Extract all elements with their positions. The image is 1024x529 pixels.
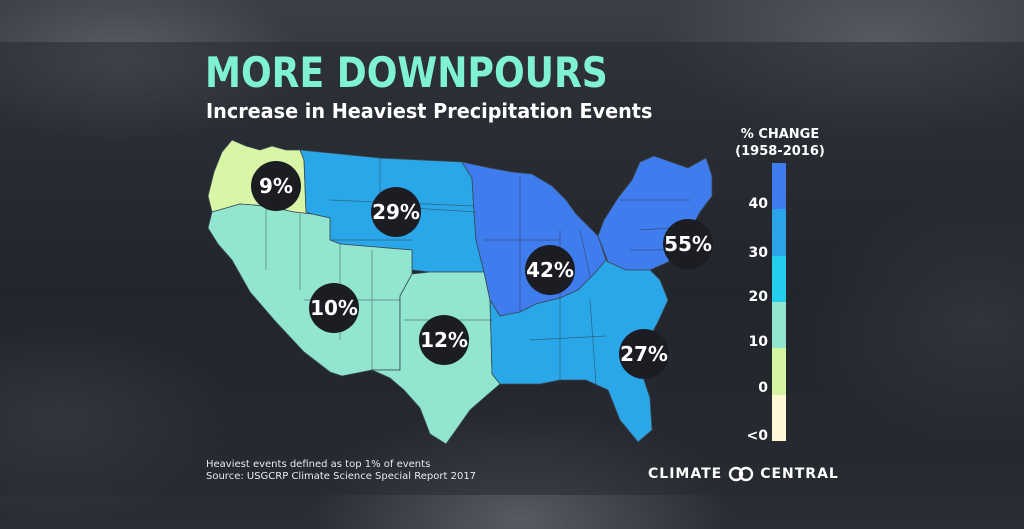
footnote-definition: Heaviest events defined as top 1% of eve…	[206, 459, 431, 470]
legend-swatch	[772, 209, 786, 256]
legend-swatch	[772, 255, 786, 302]
region-badge-southern-great-plains	[419, 315, 469, 365]
region-badge-northwest	[251, 161, 301, 211]
region-value-northeast: 55%	[664, 232, 712, 256]
infinity-logo-icon	[729, 466, 754, 482]
region-badge-southeast	[619, 329, 669, 379]
legend-swatch	[772, 394, 786, 441]
region-badge-southwest	[309, 283, 359, 333]
region-value-northern-great-plains: 29%	[372, 200, 420, 224]
legend-title-line1: % CHANGE	[740, 127, 820, 142]
legend-tick-label: 40	[748, 196, 768, 212]
region-value-northwest: 9%	[259, 174, 293, 198]
region-value-midwest: 42%	[526, 258, 574, 282]
region-value-southeast: 27%	[620, 342, 668, 366]
legend-title-line2: (1958-2016)	[735, 144, 825, 159]
legend-swatch	[772, 348, 786, 395]
legend-tick-label: 30	[748, 245, 768, 261]
legend-swatch	[772, 301, 786, 349]
region-value-southwest: 10%	[310, 296, 358, 320]
legend-title: % CHANGE (1958-2016)	[730, 126, 830, 160]
legend-tick-label: 0	[758, 380, 768, 396]
legend-tick-label: <0	[746, 428, 768, 444]
footnote: Heaviest events defined as top 1% of eve…	[206, 459, 476, 483]
legend-swatch	[772, 163, 786, 210]
page-subtitle: Increase in Heaviest Precipitation Event…	[206, 99, 653, 123]
brand-text-right: CENTRAL	[760, 466, 839, 482]
legend-tick-label: 10	[748, 334, 768, 350]
legend-tick-label: 20	[748, 289, 768, 305]
page-title: MORE DOWNPOURS	[205, 48, 608, 97]
region-value-southern-great-plains: 12%	[420, 328, 468, 352]
region-badge-midwest	[525, 245, 575, 295]
legend-color-bar	[772, 163, 786, 441]
brand-text-left: CLIMATE	[648, 466, 723, 482]
region-badge-northeast	[663, 219, 713, 269]
footnote-source: Source: USGCRP Climate Science Special R…	[206, 471, 477, 482]
climate-central-logo: CLIMATE CENTRAL	[648, 466, 839, 482]
region-badge-northern-great-plains	[371, 187, 421, 237]
